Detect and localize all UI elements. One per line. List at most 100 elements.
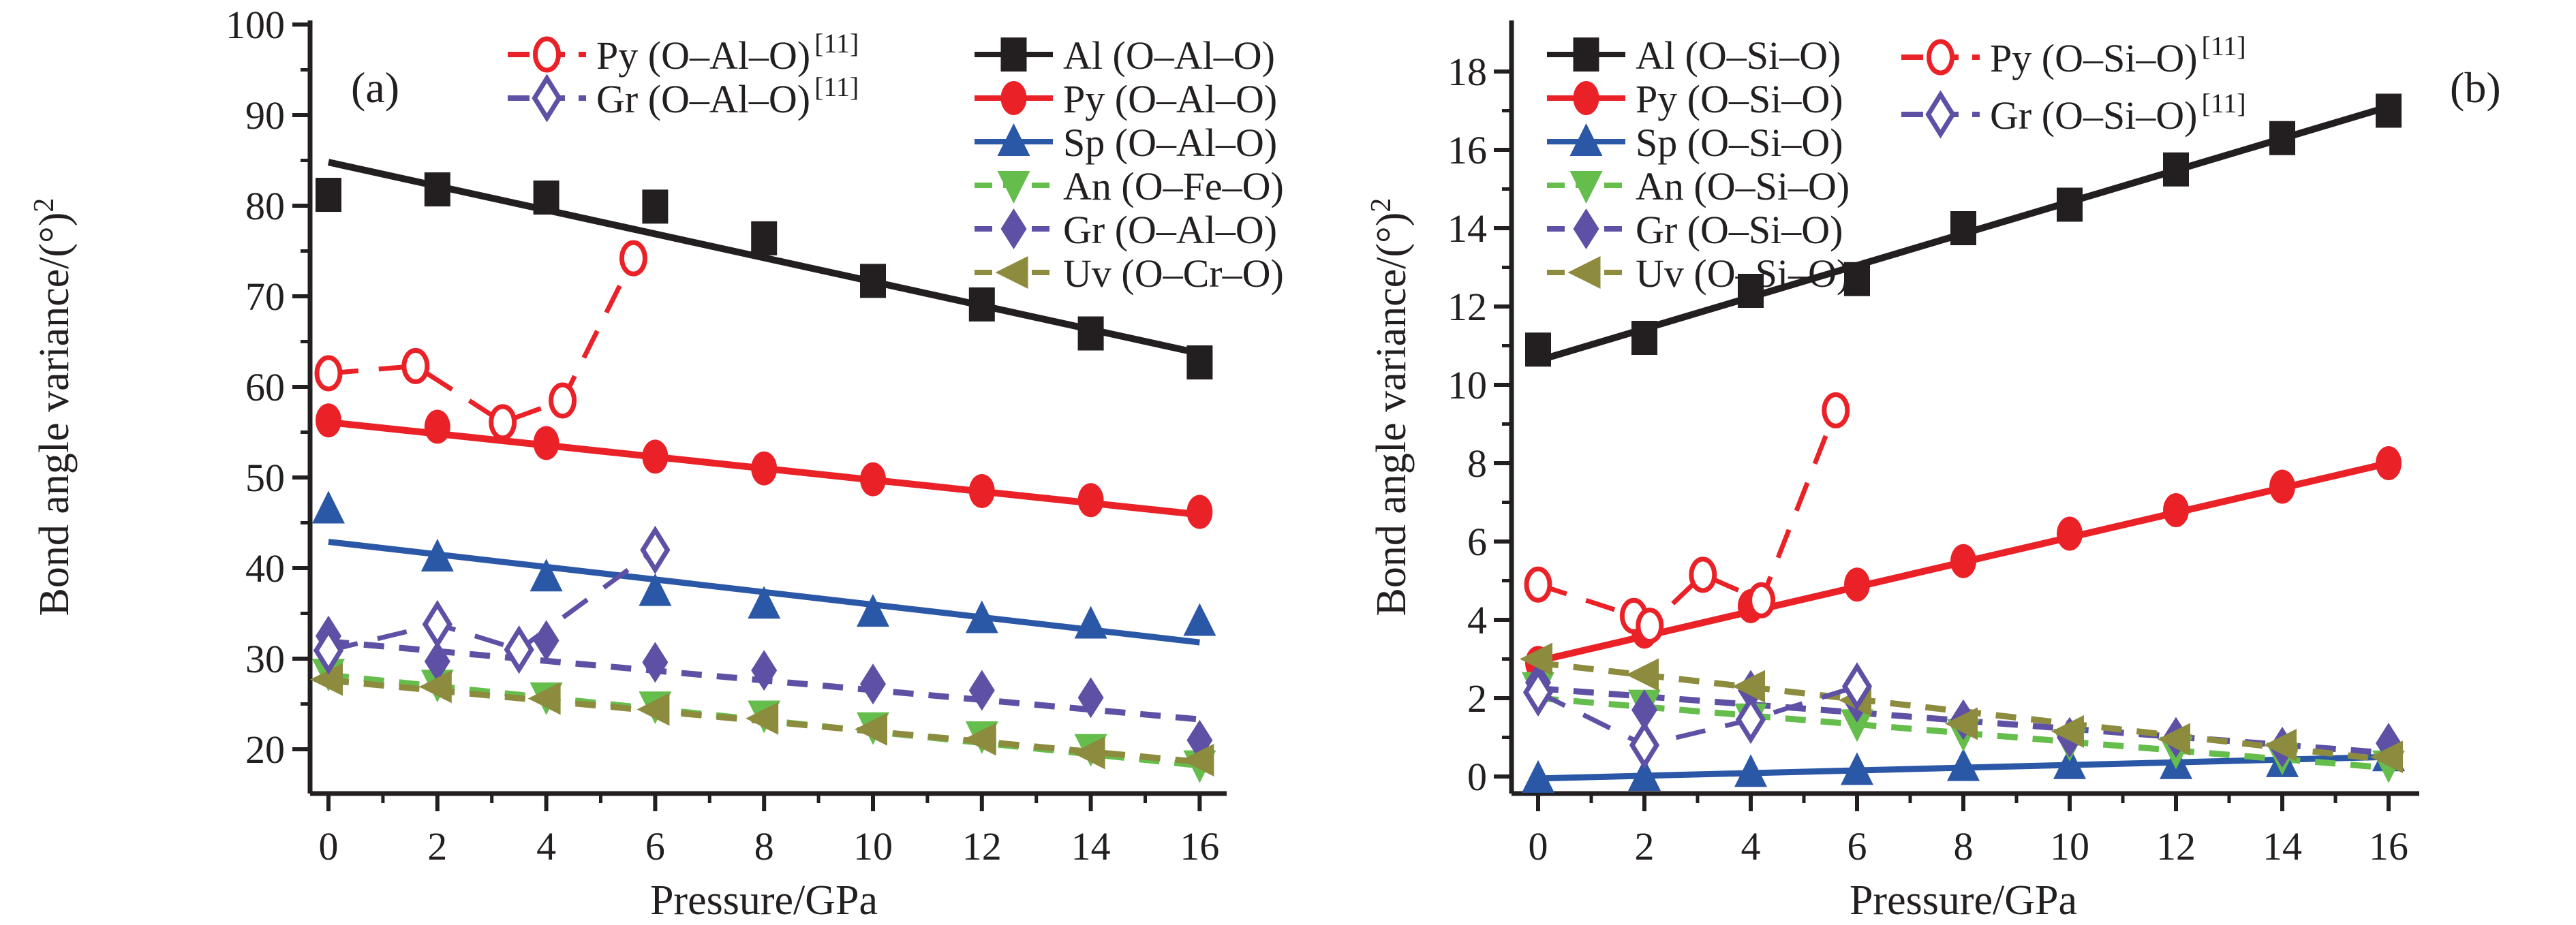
y-tick-label: 6	[1467, 520, 1487, 564]
marker-square	[1000, 37, 1027, 72]
y-tick-label: 70	[245, 275, 285, 319]
marker-triangle-left	[2370, 740, 2403, 774]
marker-triangle-left	[995, 256, 1028, 289]
y-tick-label: 16	[1447, 128, 1487, 172]
marker-circle	[2163, 493, 2189, 527]
marker-diamond	[751, 650, 778, 691]
marker-square	[424, 172, 450, 207]
marker-square	[2376, 93, 2402, 128]
marker-triangle-up	[420, 539, 454, 572]
y-tick-label: 30	[245, 637, 285, 681]
marker-square	[1738, 274, 1764, 308]
marker-circle	[642, 439, 669, 474]
marker-square	[2269, 121, 2295, 155]
marker-square	[2163, 152, 2189, 187]
marker-square	[751, 221, 778, 255]
marker-diamond-open	[1735, 695, 1766, 744]
y-tick-label: 0	[1467, 755, 1487, 799]
x-tick-label: 4	[1741, 824, 1761, 868]
series-line	[1537, 684, 1858, 748]
marker-triangle-up	[965, 600, 998, 633]
marker-diamond	[1000, 208, 1027, 249]
marker-triangle-left	[1732, 670, 1765, 703]
marker-square	[1525, 332, 1551, 367]
marker-triangle-up	[1522, 759, 1554, 793]
y-axis-title: Bond angle variance/(°)2	[1366, 198, 1415, 616]
marker-triangle-up	[1947, 748, 1980, 781]
marker-circle	[1573, 81, 1599, 115]
x-tick-label: 12	[2156, 824, 2196, 868]
marker-square	[642, 189, 669, 224]
marker-circle-open	[533, 36, 561, 73]
marker-triangle-left	[1181, 743, 1214, 777]
marker-diamond	[1631, 689, 1657, 731]
marker-triangle-up	[1183, 603, 1216, 636]
marker-circle	[2376, 446, 2402, 480]
marker-triangle-up	[857, 594, 889, 627]
legend-label: Py (O–Si–O) [11]	[1990, 31, 2246, 80]
legend-label: Py (O–Si–O)	[1636, 77, 1843, 121]
marker-circle-open	[1747, 582, 1776, 618]
x-tick-label: 0	[1529, 824, 1548, 868]
marker-circle-open	[1927, 39, 1954, 76]
legend-label: Sp (O–Si–O)	[1636, 121, 1843, 165]
x-tick-label: 14	[1071, 824, 1111, 868]
x-tick-label: 0	[319, 824, 339, 868]
marker-diamond	[1077, 677, 1104, 719]
legend-label: Al (O–Si–O)	[1636, 33, 1841, 78]
x-tick-label: 6	[645, 824, 665, 868]
legend-label: An (O–Fe–O)	[1063, 164, 1284, 208]
marker-circle	[2057, 516, 2083, 551]
marker-square	[2057, 187, 2083, 222]
marker-diamond-open	[1841, 662, 1873, 711]
marker-circle	[968, 473, 995, 508]
marker-diamond-open	[1629, 721, 1660, 770]
x-tick-label: 12	[962, 824, 1002, 868]
y-tick-label: 10	[1447, 363, 1487, 407]
marker-square	[1077, 316, 1104, 351]
marker-circle-open	[1524, 566, 1552, 603]
marker-diamond-open	[1925, 90, 1956, 139]
marker-diamond	[424, 640, 450, 682]
legend-label: Uv (O–Cr–O)	[1063, 251, 1284, 296]
marker-triangle-left	[1072, 736, 1105, 770]
marker-circle-open	[401, 347, 430, 384]
legend-label: Uv (O–Si–O)	[1636, 251, 1850, 296]
x-tick-label: 10	[2050, 824, 2089, 868]
marker-triangle-left	[418, 670, 452, 704]
marker-circle-open	[1689, 556, 1717, 593]
marker-triangle-up	[1628, 758, 1661, 791]
y-axis-title: Bond angle variance/(°)2	[29, 198, 78, 616]
marker-triangle-left	[2051, 715, 2084, 748]
marker-diamond-open	[313, 626, 344, 675]
legend-label: Gr (O–Si–O)	[1636, 208, 1843, 252]
series-line	[328, 548, 657, 653]
marker-diamond	[533, 620, 559, 661]
marker-square	[1950, 211, 1976, 245]
y-tick-label: 8	[1467, 441, 1487, 486]
legend-label: Al (O–Al–O)	[1063, 33, 1275, 78]
marker-circle-open	[489, 404, 517, 441]
x-tick-label: 8	[1954, 824, 1974, 868]
legend-label: Gr (O–Al–O)	[1063, 208, 1277, 252]
marker-circle	[424, 409, 450, 444]
marker-triangle-up	[639, 573, 672, 606]
marker-triangle-left	[2264, 729, 2297, 762]
x-tick-label: 6	[1847, 824, 1867, 868]
y-tick-label: 4	[1467, 598, 1487, 642]
marker-circle	[2269, 469, 2295, 504]
marker-diamond	[968, 670, 995, 711]
series-line	[1537, 409, 1839, 629]
y-tick-label: 14	[1447, 206, 1487, 251]
marker-diamond-open	[640, 525, 671, 575]
y-tick-label: 12	[1447, 285, 1487, 329]
y-tick-label: 100	[226, 3, 285, 47]
legend-label: Py (O–Al–O)	[1063, 77, 1277, 121]
marker-triangle-left	[527, 682, 561, 715]
marker-circle	[1000, 81, 1027, 115]
marker-triangle-down	[997, 171, 1030, 204]
y-tick-label: 90	[245, 93, 285, 138]
y-tick-label: 2	[1467, 676, 1487, 721]
marker-diamond	[860, 663, 886, 705]
